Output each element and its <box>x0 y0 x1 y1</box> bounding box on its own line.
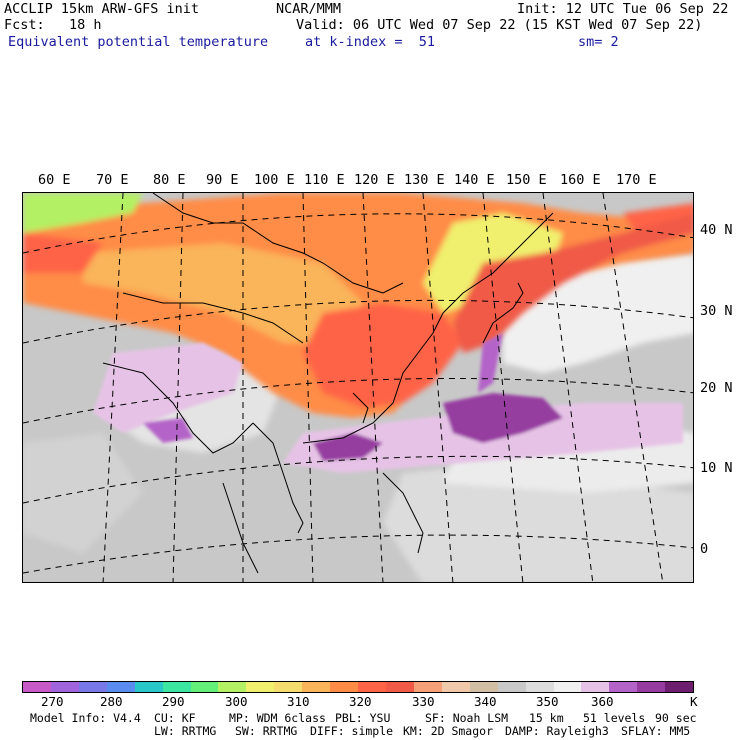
colorbar-tick: 360 <box>591 694 614 709</box>
map-panel <box>22 192 694 583</box>
theta-e-field <box>23 193 693 582</box>
valid-time: Valid: 06 UTC Wed 07 Sep 22 (15 KST Wed … <box>296 17 703 33</box>
colorbar-swatch <box>497 682 526 692</box>
colorbar-tick: 290 <box>162 694 185 709</box>
lat-label: 0 <box>700 541 709 557</box>
lon-label: 80 E <box>153 172 186 188</box>
lon-label: 150 E <box>506 172 547 188</box>
colorbar-tick: 340 <box>474 694 497 709</box>
lon-label: 100 E <box>254 172 295 188</box>
colorbar-swatch <box>330 682 359 692</box>
colorbar-swatch <box>665 682 694 692</box>
km-scheme: KM: 2D Smagor <box>403 724 494 738</box>
colorbar-swatch <box>441 682 470 692</box>
resolution: 15 km <box>529 711 564 725</box>
lat-label: 30 N <box>700 303 733 319</box>
organization-label: NCAR/MMM <box>276 1 342 17</box>
colorbar-swatch <box>162 682 191 692</box>
lon-label: 120 E <box>354 172 395 188</box>
purple-zones <box>93 333 683 473</box>
diff-scheme: DIFF: simple <box>310 724 394 738</box>
levels: 51 levels <box>583 711 646 725</box>
sw-scheme: SW: RRTMG <box>235 724 298 738</box>
pbl-scheme: PBL: YSU <box>335 711 391 725</box>
colorbar <box>22 681 694 693</box>
colorbar-swatch <box>218 682 247 692</box>
coastlines <box>102 193 554 574</box>
timestep: 90 sec <box>655 711 697 725</box>
lon-label: 130 E <box>404 172 445 188</box>
colorbar-swatch <box>413 682 442 692</box>
warm-band <box>23 193 693 418</box>
field-name: Equivalent potential temperature <box>8 34 269 50</box>
colorbar-swatch <box>23 682 51 692</box>
colorbar-swatch <box>525 682 554 692</box>
lat-label: 40 N <box>700 222 733 238</box>
colorbar-swatch <box>246 682 275 692</box>
colorbar-swatch <box>50 682 79 692</box>
colorbar-swatch <box>469 682 498 692</box>
forecast-hour: Fcst: 18 h <box>4 17 102 33</box>
colorbar-swatch <box>274 682 303 692</box>
colorbar-swatch <box>106 682 135 692</box>
cu-scheme: CU: KF <box>154 711 196 725</box>
colorbar-tick: 310 <box>287 694 310 709</box>
sflay-scheme: SFLAY: MM5 <box>621 724 691 738</box>
lon-label: 160 E <box>560 172 601 188</box>
mp-scheme: MP: WDM 6class <box>229 711 326 725</box>
colorbar-swatch <box>637 682 666 692</box>
lon-label: 110 E <box>304 172 345 188</box>
colorbar-swatch <box>609 682 638 692</box>
model-title: ACCLIP 15km ARW-GFS init <box>4 1 200 17</box>
colorbar-tick: 300 <box>225 694 248 709</box>
smoothing-label: sm= 2 <box>578 34 619 50</box>
lon-label: 170 E <box>616 172 657 188</box>
colorbar-swatch <box>581 682 610 692</box>
colorbar-swatch <box>302 682 331 692</box>
lon-label: 60 E <box>38 172 71 188</box>
colorbar-swatch <box>134 682 163 692</box>
colorbar-unit: K <box>690 694 698 709</box>
colorbar-tick: 350 <box>536 694 559 709</box>
colorbar-swatch <box>78 682 107 692</box>
colorbar-swatch <box>190 682 219 692</box>
damp-scheme: DAMP: Rayleigh3 <box>505 724 609 738</box>
colorbar-swatch <box>358 682 386 692</box>
lw-scheme: LW: RRTMG <box>154 724 217 738</box>
colorbar-swatch <box>385 682 414 692</box>
colorbar-tick: 320 <box>349 694 372 709</box>
lon-label: 70 E <box>96 172 129 188</box>
lon-label: 140 E <box>454 172 495 188</box>
lon-label: 90 E <box>206 172 239 188</box>
init-time: Init: 12 UTC Tue 06 Sep 22 <box>517 1 729 17</box>
model-info: Model Info: V4.4 <box>30 711 141 725</box>
colorbar-tick: 280 <box>100 694 123 709</box>
lat-label: 10 N <box>700 460 733 476</box>
level-label: at k-index = 51 <box>305 34 436 50</box>
colorbar-tick: 270 <box>41 694 64 709</box>
colorbar-tick: 330 <box>412 694 435 709</box>
lat-label: 20 N <box>700 380 733 396</box>
sf-scheme: SF: Noah LSM <box>425 711 509 725</box>
colorbar-swatch <box>553 682 582 692</box>
